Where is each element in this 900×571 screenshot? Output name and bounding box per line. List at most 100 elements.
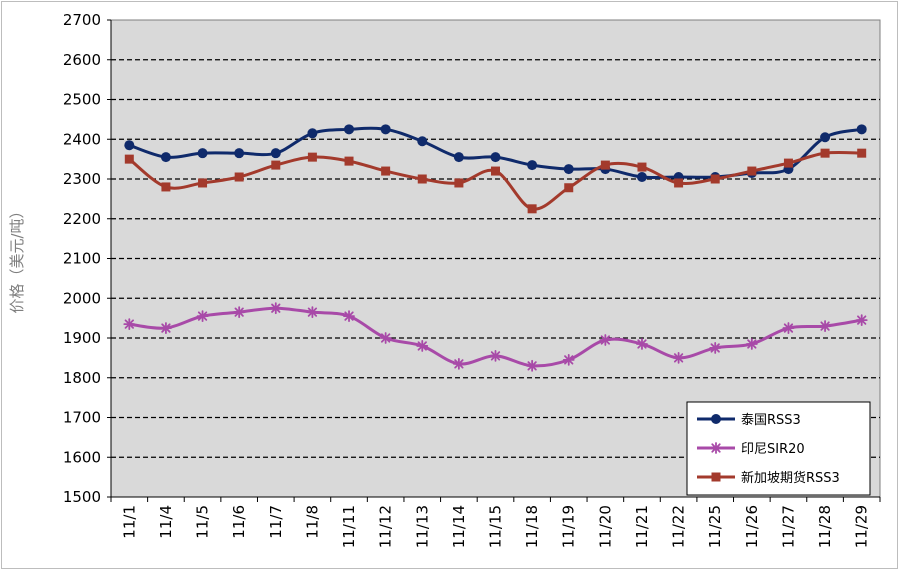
data-point (123, 318, 136, 330)
y-tick-label: 2600 (63, 51, 101, 69)
data-point (454, 178, 464, 188)
x-tick-label: 11/4 (157, 505, 175, 539)
data-point (562, 353, 575, 366)
data-point (417, 136, 428, 147)
marker-stroke (234, 307, 244, 317)
data-point (710, 174, 720, 184)
marker-stroke (600, 335, 611, 345)
data-point (453, 152, 464, 163)
data-point (344, 124, 355, 135)
x-tick-label: 11/1 (120, 505, 138, 539)
data-point (306, 306, 319, 319)
legend-marker (711, 472, 721, 482)
marker-stroke (747, 339, 757, 349)
y-tick-label: 2700 (63, 11, 101, 29)
data-point (819, 320, 831, 332)
legend-marker (710, 442, 722, 454)
data-point (307, 152, 317, 162)
y-tick-label: 1600 (63, 448, 101, 466)
marker-stroke (527, 361, 537, 371)
y-tick-label: 2400 (63, 130, 101, 148)
series-2 (123, 302, 868, 372)
marker-stroke (637, 339, 647, 349)
x-tick-label: 11/21 (633, 505, 651, 548)
data-point (527, 204, 537, 214)
data-point (747, 166, 757, 176)
x-tick-label: 11/26 (743, 505, 761, 548)
marker-stroke (490, 351, 501, 361)
data-point (674, 178, 684, 188)
x-tick-label: 11/22 (670, 505, 688, 548)
y-tick-label: 2000 (63, 289, 101, 307)
data-point (161, 182, 171, 192)
data-point (856, 124, 867, 135)
legend-marker (711, 414, 721, 424)
x-tick-label: 11/8 (303, 505, 321, 539)
y-tick-label: 2500 (63, 91, 101, 109)
data-point (599, 334, 612, 346)
marker-stroke (307, 307, 318, 317)
data-point (491, 166, 500, 176)
marker-stroke (783, 323, 794, 333)
y-axis-title: 价格（美元/吨） (8, 203, 26, 313)
marker-stroke (710, 343, 720, 353)
x-tick-label: 11/15 (487, 505, 505, 548)
data-point (380, 124, 391, 135)
marker-stroke (564, 355, 574, 365)
data-point (745, 338, 758, 350)
x-tick-label: 11/14 (450, 505, 468, 548)
data-point (381, 166, 391, 176)
data-point (197, 148, 208, 159)
marker-stroke (673, 353, 684, 363)
marker-stroke (857, 315, 867, 325)
marker-stroke (161, 323, 171, 333)
data-point (269, 302, 282, 315)
legend: 泰国RSS3 印尼SIR20 新加坡期货RSS3 (686, 401, 871, 496)
data-point (160, 152, 171, 163)
data-point (234, 172, 244, 182)
data-point (564, 183, 574, 193)
data-point (160, 322, 172, 334)
x-tick-label: 11/19 (560, 505, 578, 548)
series-3 (124, 148, 867, 214)
data-point (636, 172, 647, 183)
data-point (600, 160, 610, 170)
legend-label: 泰国RSS3 (741, 413, 801, 428)
data-point (344, 156, 354, 166)
data-point (233, 306, 246, 319)
data-point (636, 338, 648, 350)
legend-item: 印尼SIR20 (697, 442, 805, 457)
x-tick-label: 11/18 (523, 505, 541, 548)
data-point (709, 342, 722, 354)
x-tick-label: 11/11 (340, 505, 358, 548)
marker-stroke (271, 303, 281, 313)
x-tick-label: 11/12 (377, 505, 395, 548)
x-tick-label: 11/27 (779, 505, 797, 548)
data-point (527, 160, 538, 171)
legend-label: 新加坡期货RSS3 (741, 470, 840, 486)
y-tick-label: 1500 (63, 488, 101, 506)
marker-stroke (124, 319, 134, 329)
marker-stroke (380, 333, 391, 343)
data-point (417, 174, 427, 184)
y-tick-label: 1800 (63, 369, 101, 387)
data-point (124, 140, 135, 151)
data-point (526, 359, 539, 372)
marker-stroke (197, 311, 208, 321)
data-point (783, 158, 793, 168)
data-point (343, 310, 355, 323)
data-point (820, 132, 831, 143)
data-point (490, 152, 501, 163)
x-tick-label: 11/7 (267, 505, 285, 539)
legend-item: 新加坡期货RSS3 (697, 470, 840, 486)
marker-stroke (344, 311, 354, 321)
data-point (270, 148, 281, 159)
x-tick-label: 11/29 (853, 505, 871, 548)
data-point (782, 322, 795, 334)
x-tick-label: 11/28 (816, 505, 834, 548)
data-point (198, 178, 208, 188)
marker-stroke (454, 359, 464, 369)
marker-stroke (711, 443, 721, 453)
